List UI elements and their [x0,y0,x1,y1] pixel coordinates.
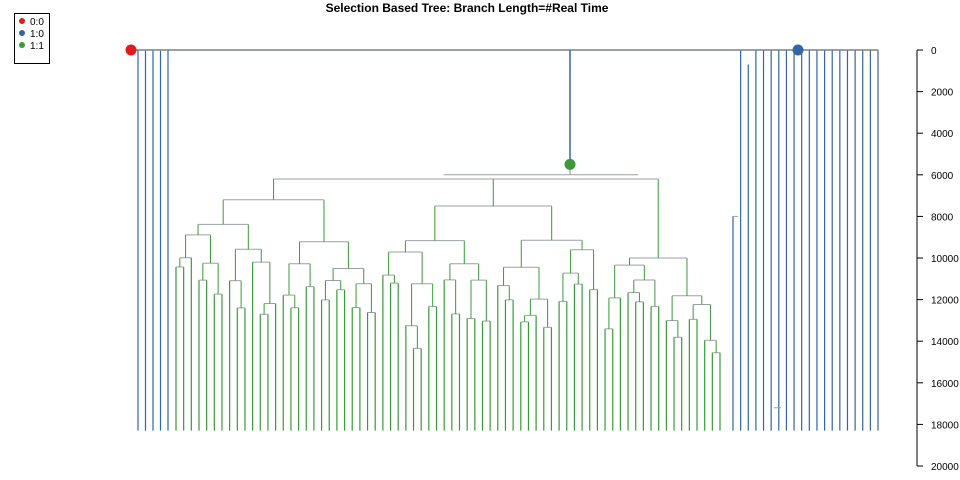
root-state-marker [125,44,137,56]
legend-label: 1:0 [30,29,44,40]
legend-item-0-0: 0:0 [19,17,44,29]
y-tick-label-6000: 6000 [931,171,954,182]
y-tick-label-12000: 12000 [931,296,959,307]
y-tick-label-10000: 10000 [931,254,959,265]
legend-item-1-1: 1:1 [19,41,44,53]
legend-swatch [19,42,25,49]
legend-swatch [19,18,25,25]
y-tick-label-2000: 2000 [931,88,954,99]
y-tick-label-16000: 16000 [931,379,959,390]
legend-label: 0:0 [30,17,44,28]
y-tick-label-14000: 14000 [931,337,959,348]
y-tick-label-8000: 8000 [931,212,954,223]
chart-title: Selection Based Tree: Branch Length=#Rea… [325,1,609,15]
legend-swatch [19,30,25,37]
y-tick-label-0: 0 [931,46,937,57]
y-tick-label-20000: 20000 [931,462,959,473]
state-1-0-marker [792,44,804,56]
legend-item-1-0: 1:0 [19,29,44,41]
state-1-1-marker [564,158,576,170]
legend: 0:0 1:0 1:1 [14,13,50,64]
y-tick-label-18000: 18000 [931,420,959,431]
y-tick-label-4000: 4000 [931,129,954,140]
legend-label: 1:1 [30,41,44,52]
